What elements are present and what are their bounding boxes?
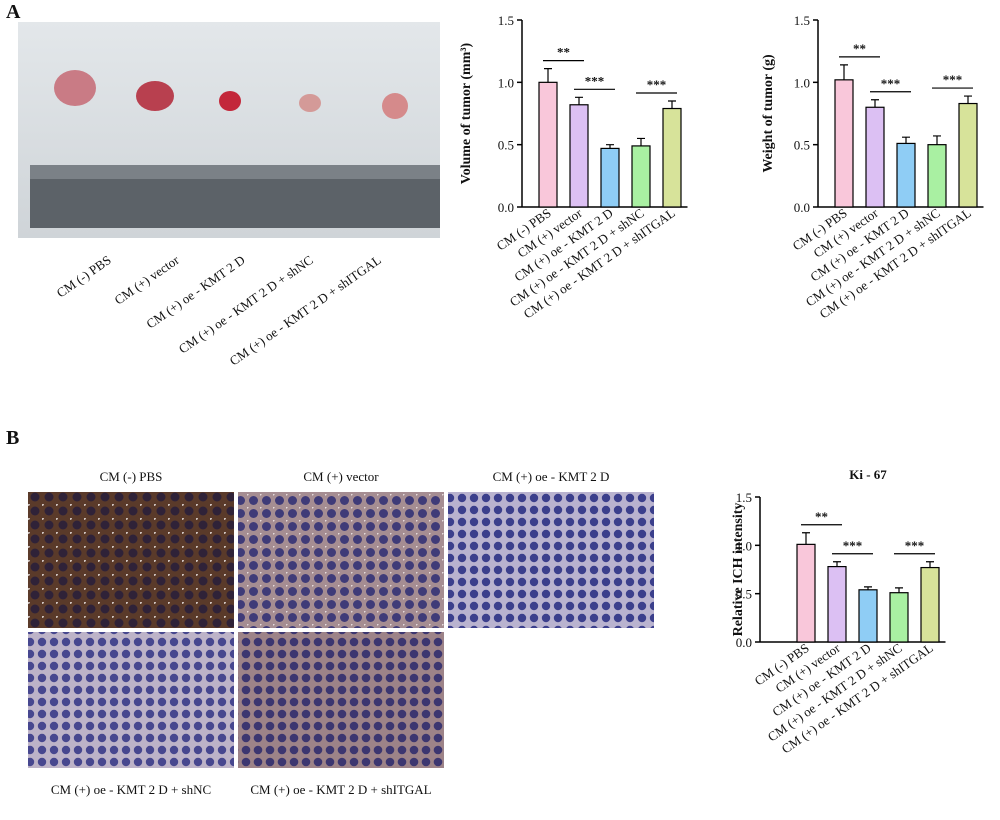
y-axis-title: Weight of tumor (g) [761,54,776,173]
error-bar [668,100,676,109]
significance-label: *** [943,72,963,87]
bar [538,81,558,208]
ihc-image [448,492,654,628]
bar [631,145,651,208]
photo-label: CM (-) PBS [54,252,114,300]
significance-label: *** [881,76,901,91]
error-bar [606,144,614,149]
y-tick-label: 0.5 [736,587,752,602]
ihc-image [28,492,234,628]
tumor-photo [18,22,440,238]
error-bar [833,561,841,567]
significance-label: ** [853,41,866,56]
y-tick-label: 1.5 [736,490,752,505]
bar [896,142,916,208]
y-tick-label: 0.5 [498,138,514,153]
bar [865,106,885,208]
y-tick-label: 1.0 [498,75,514,90]
error-bar [575,96,583,105]
significance-label: *** [647,77,667,92]
bar [920,566,940,643]
bar [889,592,909,643]
ihc-label: CM (+) vector [303,469,379,484]
ihc-image [238,632,444,768]
bar [827,565,847,643]
ihc-label: CM (+) oe - KMT 2 D + shNC [51,782,211,797]
y-tick-label: 0.0 [794,200,810,215]
ihc-label: CM (-) PBS [100,469,163,484]
significance-label: ** [815,509,828,524]
panel-label: A [6,1,21,23]
significance-label: *** [585,73,605,88]
ihc-image [238,492,444,628]
y-tick-label: 1.5 [498,13,514,28]
y-tick-label: 0.0 [736,635,752,650]
error-bar [864,586,872,590]
error-bar [871,99,879,108]
ihc-image [28,632,234,768]
error-bar [926,561,934,568]
bar [569,104,589,208]
significance-label: *** [843,538,863,553]
significance-label: *** [905,538,925,553]
significance-label: ** [557,45,570,60]
bar [858,589,878,643]
y-tick-label: 0.0 [498,200,514,215]
bar [927,144,947,208]
y-tick-label: 1.0 [794,75,810,90]
ihc-label: CM (+) oe - KMT 2 D [493,469,610,484]
bar [662,107,682,208]
bar [834,79,854,208]
error-bar [933,135,941,145]
y-tick-label: 1.0 [736,538,752,553]
error-bar [637,137,645,146]
error-bar [895,587,903,593]
error-bar [802,532,810,545]
panel-label: B [6,427,19,449]
y-tick-label: 1.5 [794,13,810,28]
bar [796,543,816,643]
y-axis-title: Relative ICH intensity [731,503,746,637]
y-axis-title: Volume of tumor (mm³) [459,42,474,184]
bar [600,147,620,208]
photo-label: CM (+) oe - KMT 2 D + shNC [176,252,316,356]
y-tick-label: 0.5 [794,138,810,153]
chart-title: Ki - 67 [849,467,887,482]
error-bar [840,64,848,80]
error-bar [964,95,972,104]
ihc-label: CM (+) oe - KMT 2 D + shITGAL [250,782,431,797]
error-bar [544,68,552,83]
error-bar [902,136,910,144]
bar [958,102,978,208]
